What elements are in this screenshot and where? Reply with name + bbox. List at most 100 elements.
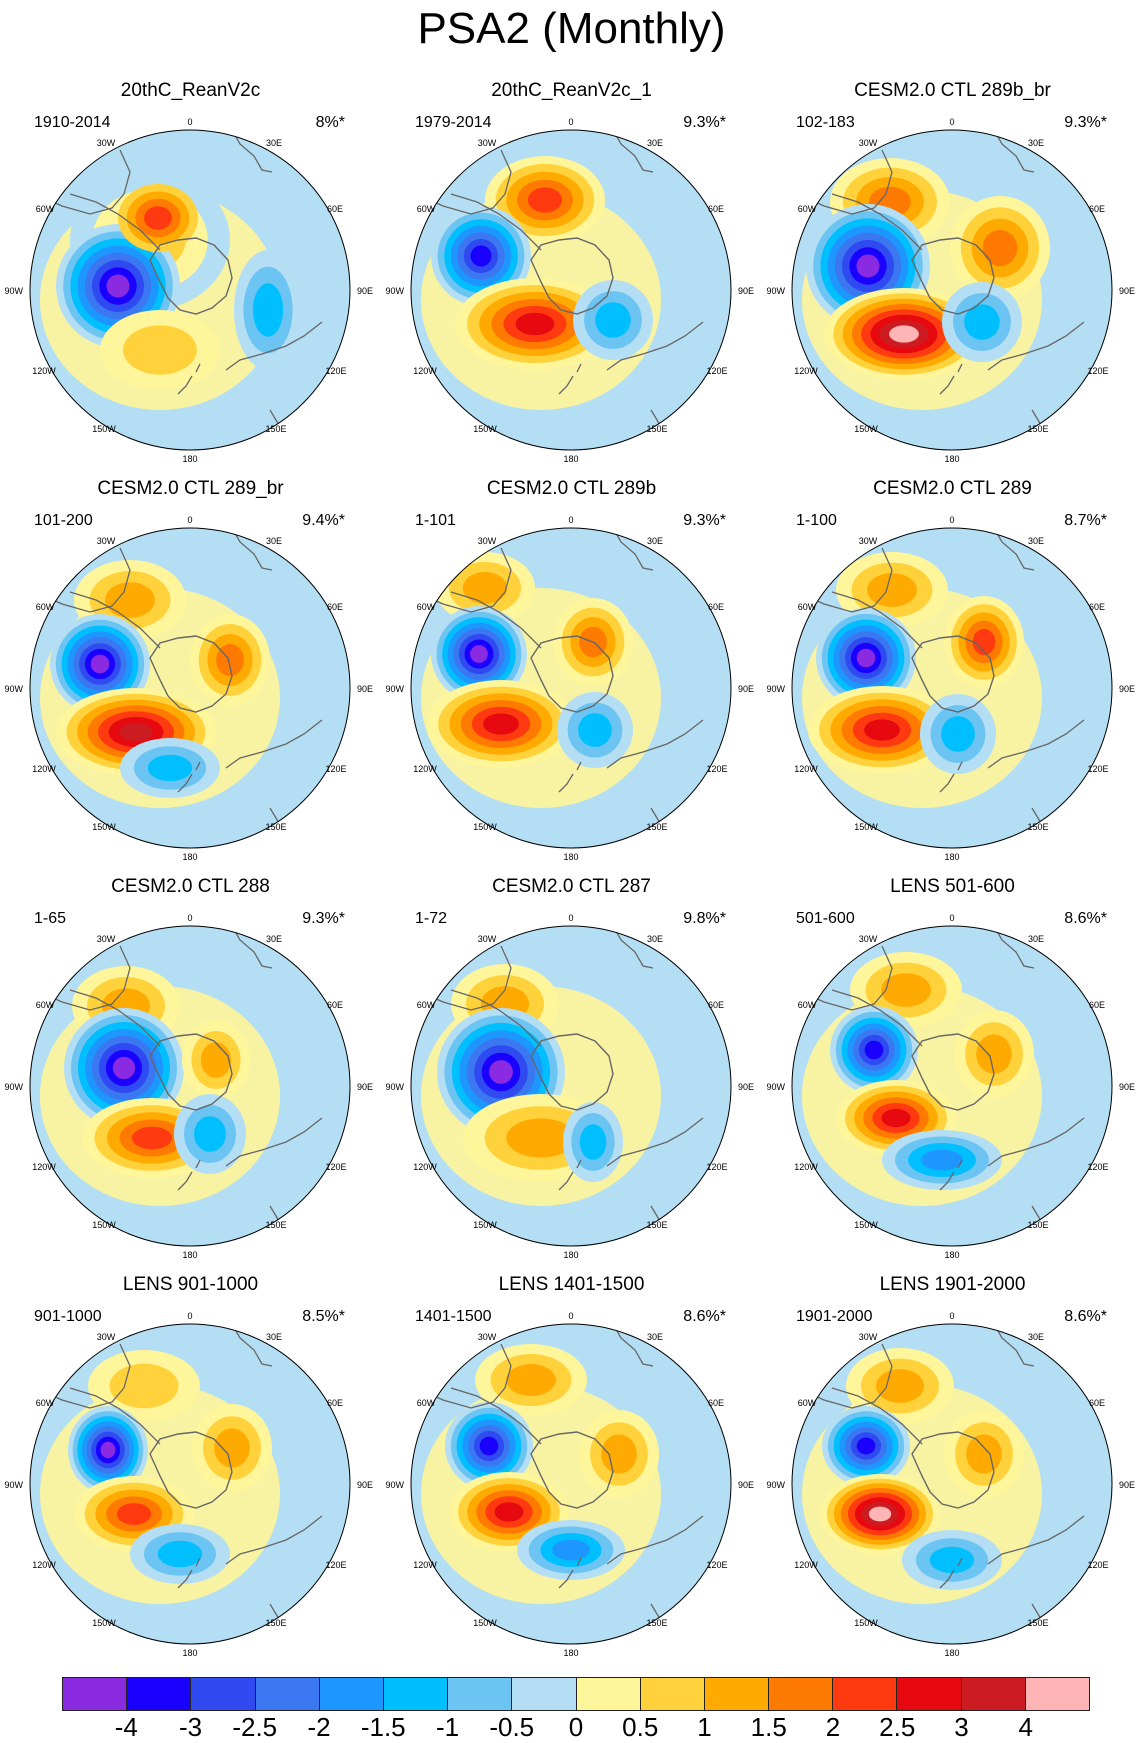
contour-region bbox=[889, 325, 919, 343]
panel-period: 501-600 bbox=[796, 910, 855, 927]
contour-region bbox=[119, 722, 153, 742]
longitude-label: 120W bbox=[32, 366, 56, 376]
longitude-label: 0 bbox=[949, 515, 954, 525]
longitude-label: 0 bbox=[949, 1311, 954, 1321]
longitude-label: 60E bbox=[1089, 1398, 1105, 1408]
antarctica-coastline bbox=[911, 1033, 995, 1111]
polar-map: 0 30W 30E 60W 60E 90W 90E 120W 120E 150W 150E 180 bbox=[385, 1311, 754, 1658]
longitude-label: 150E bbox=[646, 822, 667, 832]
longitude-label: 60E bbox=[1089, 204, 1105, 214]
longitude-label: 60W bbox=[798, 1398, 817, 1408]
longitude-label: 30E bbox=[1028, 1332, 1044, 1342]
colorbar-swatch bbox=[704, 1677, 770, 1711]
panel-title: LENS 501-600 bbox=[890, 876, 1015, 897]
contour-region bbox=[483, 713, 519, 735]
longitude-label: 180 bbox=[563, 454, 578, 464]
map-panel-grid: 20thC_ReanV2c 1910-2014 8%* 0 30W 30E 60W 60E 90… bbox=[0, 80, 1135, 1672]
polar-map: 0 30W 30E 60W 60E 90W 90E 120W 120E 150W 150E 180 bbox=[4, 515, 373, 862]
antarctica-coastline bbox=[149, 635, 233, 713]
map-boundary bbox=[791, 925, 1113, 1247]
map-panel: CESM2.0 CTL 287 1-72 9.8%* 0 30W 30E 60W 60E 90W… bbox=[381, 876, 762, 1274]
contour-region bbox=[470, 645, 488, 663]
panel-period: 901-1000 bbox=[34, 1308, 102, 1325]
longitude-label: 120E bbox=[325, 366, 346, 376]
continent-coastline bbox=[420, 1343, 512, 1409]
south-america-coastline bbox=[69, 1387, 161, 1445]
continent-coastline bbox=[39, 1343, 131, 1409]
panel-variance: 9.3%* bbox=[302, 910, 345, 927]
polar-map: 0 30W 30E 60W 60E 90W 90E 120W 120E 150W 150E 180 bbox=[385, 117, 754, 464]
map-boundary bbox=[29, 925, 351, 1247]
longitude-label: 30E bbox=[266, 1332, 282, 1342]
continent-coastline bbox=[801, 547, 893, 613]
colorbar-tick-label: 1 bbox=[697, 1712, 712, 1742]
continent-coastline bbox=[420, 547, 512, 613]
map-boundary bbox=[410, 527, 732, 849]
longitude-label: 90E bbox=[1119, 684, 1135, 694]
antarctica-coastline bbox=[530, 1431, 614, 1509]
longitude-label: 30W bbox=[859, 138, 878, 148]
longitude-label: 60E bbox=[1089, 602, 1105, 612]
longitude-label: 180 bbox=[563, 1250, 578, 1260]
south-america-coastline bbox=[69, 591, 161, 649]
longitude-label: 150E bbox=[265, 1618, 286, 1628]
longitude-label: 150E bbox=[265, 1220, 286, 1230]
antarctica-coastline bbox=[911, 237, 995, 315]
colorbar-swatch bbox=[576, 1677, 641, 1711]
longitude-label: 90W bbox=[385, 286, 404, 296]
colorbar-tick-label: 4 bbox=[1018, 1712, 1033, 1742]
longitude-label: 120E bbox=[325, 1560, 346, 1570]
colorbar-labels: -4 -3 -2.5 -2 -1.5 -1 -0.5 0 0.5 1 1.5 2 2.5 3 4 bbox=[0, 1712, 1143, 1742]
longitude-label: 150W bbox=[92, 1618, 116, 1628]
africa-coastline bbox=[993, 130, 1035, 173]
polar-map: 0 30W 30E 60W 60E 90W 90E 120W 120E 150W 150E 180 bbox=[766, 913, 1135, 1260]
longitude-label: 90W bbox=[385, 1480, 404, 1490]
contour-region bbox=[867, 573, 917, 607]
longitude-label: 0 bbox=[187, 117, 192, 127]
continent-coastline bbox=[801, 945, 893, 1011]
longitude-label: 120E bbox=[1087, 1560, 1108, 1570]
longitude-label: 120W bbox=[413, 764, 437, 774]
colorbar-tick-label: -4 bbox=[114, 1712, 138, 1742]
longitude-label: 120W bbox=[32, 764, 56, 774]
africa-coastline bbox=[231, 1324, 273, 1367]
colorbar-swatch bbox=[512, 1677, 577, 1711]
south-america-coastline bbox=[69, 989, 161, 1047]
panel-title: CESM2.0 CTL 288 bbox=[111, 876, 270, 897]
panel-title: CESM2.0 CTL 289b_br bbox=[854, 80, 1051, 101]
contour-region bbox=[876, 1369, 924, 1403]
new-zealand-coastline bbox=[939, 1159, 963, 1191]
longitude-label: 60W bbox=[36, 602, 55, 612]
colorbar-swatch bbox=[769, 1677, 834, 1711]
contour-region bbox=[864, 1040, 884, 1060]
map-panel: 20thC_ReanV2c_1 1979-2014 9.3%* 0 30W 30E 60W 6… bbox=[381, 80, 762, 478]
map-panel: CESM2.0 CTL 289_br 101-200 9.4%* 0 30W 30E 60W… bbox=[0, 478, 381, 876]
panel-title: LENS 901-1000 bbox=[122, 1274, 259, 1295]
map-panel: LENS 901-1000 901-1000 8.5%* 0 30W 30E 60W 60E 9… bbox=[0, 1274, 381, 1672]
contour-region bbox=[252, 283, 284, 337]
contour-region bbox=[123, 325, 197, 375]
colorbar bbox=[62, 1677, 1090, 1711]
longitude-label: 120E bbox=[1087, 1162, 1108, 1172]
new-zealand-coastline bbox=[939, 363, 963, 395]
longitude-label: 30W bbox=[859, 1332, 878, 1342]
antarctica-coastline bbox=[530, 1033, 614, 1111]
south-america-coastline bbox=[831, 1387, 923, 1445]
antarctica-coastline bbox=[911, 1431, 995, 1509]
continent-coastline bbox=[39, 149, 131, 215]
longitude-label: 180 bbox=[563, 1648, 578, 1658]
contour-region bbox=[494, 1502, 524, 1522]
longitude-label: 90W bbox=[385, 1082, 404, 1092]
south-america-coastline bbox=[450, 193, 542, 251]
longitude-label: 180 bbox=[563, 852, 578, 862]
longitude-label: 90E bbox=[357, 1480, 373, 1490]
contour-region bbox=[105, 582, 155, 618]
longitude-label: 150W bbox=[854, 1220, 878, 1230]
longitude-label: 0 bbox=[949, 117, 954, 127]
colorbar-tick-label: 1.5 bbox=[750, 1712, 787, 1742]
map-boundary bbox=[410, 1323, 732, 1645]
south-america-coastline bbox=[831, 193, 923, 251]
longitude-label: 30W bbox=[97, 1332, 116, 1342]
longitude-label: 150W bbox=[473, 424, 497, 434]
longitude-label: 30W bbox=[859, 934, 878, 944]
